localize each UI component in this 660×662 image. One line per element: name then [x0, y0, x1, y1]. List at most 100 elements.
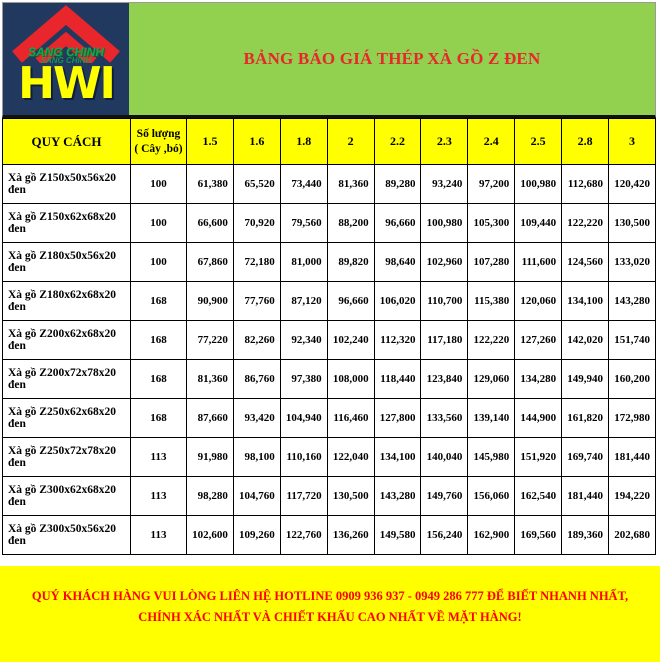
- price-cell: 98,280: [186, 476, 234, 516]
- price-cell: 111,600: [514, 242, 563, 282]
- quantity-cell: 100: [130, 203, 187, 243]
- length-header-1.8: 1.8: [279, 118, 328, 165]
- length-header-1.6: 1.6: [232, 118, 281, 165]
- product-name-cell: Xà gồ Z180x62x68x20 đen: [2, 281, 131, 321]
- length-header-2.5: 2.5: [514, 118, 563, 165]
- price-cell: 149,760: [420, 476, 469, 516]
- price-cell: 134,100: [561, 281, 610, 321]
- table-row: Xà gồ Z180x50x56x20 đen 100 67,860 72,180 81…: [2, 242, 656, 282]
- price-cell: 130,500: [608, 203, 656, 243]
- price-cell: 97,380: [279, 359, 328, 399]
- price-cell: 122,220: [467, 320, 516, 360]
- price-table: QUY CÁCH Số lượng ( Cây ,bó) 1.5 1.6 1.8 2 2…: [2, 118, 656, 555]
- price-cell: 96,660: [373, 203, 422, 243]
- price-cell: 149,580: [373, 515, 422, 555]
- table-row: Xà gồ Z200x72x78x20 đen 168 81,360 86,760 97…: [2, 359, 656, 399]
- price-cell: 189,360: [561, 515, 610, 555]
- quantity-cell: 113: [130, 476, 187, 516]
- price-cell: 79,560: [279, 203, 328, 243]
- length-header-1.5: 1.5: [186, 118, 234, 165]
- hotline-notice: QUÝ KHÁCH HÀNG VUI LÒNG LIÊN HỆ HOTLINE …: [31, 589, 629, 624]
- table-row: Xà gồ Z300x50x56x20 đen 113 102,600 109,260…: [2, 515, 656, 555]
- price-cell: 151,740: [608, 320, 656, 360]
- price-cell: 127,260: [514, 320, 563, 360]
- product-name-cell: Xà gồ Z250x62x68x20 đen: [2, 398, 131, 438]
- header-band: SANG CHINH SANG CHINH HWI BẢNG BÁO GIÁ T…: [2, 2, 656, 118]
- product-name-cell: Xà gồ Z150x50x56x20 đen: [2, 164, 131, 204]
- price-cell: 139,140: [467, 398, 516, 438]
- brand-name-text: SANG CHINH: [27, 45, 104, 59]
- table-row: Xà gồ Z250x62x68x20 đen 168 87,660 93,420 10…: [2, 398, 656, 438]
- quantity-cell: 100: [130, 164, 187, 204]
- quantity-cell: 113: [130, 437, 187, 477]
- column-header-quy-cach: QUY CÁCH: [2, 118, 131, 165]
- table-row: Xà gồ Z150x50x56x20 đen 100 61,380 65,520 73…: [2, 164, 656, 204]
- price-cell: 98,640: [373, 242, 422, 282]
- table-row: Xà gồ Z250x72x78x20 đen 113 91,980 98,100 11…: [2, 437, 656, 477]
- price-cell: 70,920: [232, 203, 281, 243]
- price-cell: 134,280: [514, 359, 563, 399]
- price-cell: 181,440: [561, 476, 610, 516]
- company-logo: SANG CHINH SANG CHINH HWI: [3, 3, 129, 115]
- price-cell: 89,280: [373, 164, 422, 204]
- product-name-cell: Xà gồ Z250x72x78x20 đen: [2, 437, 131, 477]
- price-cell: 96,660: [326, 281, 375, 321]
- price-cell: 65,520: [232, 164, 281, 204]
- table-row: Xà gồ Z180x62x68x20 đen 168 90,900 77,760 87…: [2, 281, 656, 321]
- price-cell: 122,220: [561, 203, 610, 243]
- price-cell: 102,600: [186, 515, 234, 555]
- price-cell: 181,440: [608, 437, 656, 477]
- quantity-cell: 168: [130, 320, 187, 360]
- price-cell: 98,100: [232, 437, 281, 477]
- price-cell: 102,960: [420, 242, 469, 282]
- price-cell: 67,860: [186, 242, 234, 282]
- price-cell: 81,360: [326, 164, 375, 204]
- price-cell: 144,900: [514, 398, 563, 438]
- price-cell: 120,420: [608, 164, 656, 204]
- brand-initials: HWI: [18, 58, 116, 109]
- price-cell: 97,200: [467, 164, 516, 204]
- roof-icon: [12, 5, 120, 63]
- table-header-row: QUY CÁCH Số lượng ( Cây ,bó) 1.5 1.6 1.8 2 2…: [2, 118, 656, 165]
- price-cell: 91,980: [186, 437, 234, 477]
- price-cell: 117,180: [420, 320, 469, 360]
- price-cell: 145,980: [467, 437, 516, 477]
- price-cell: 161,820: [561, 398, 610, 438]
- footer-banner: QUÝ KHÁCH HÀNG VUI LÒNG LIÊN HỆ HOTLINE …: [0, 566, 660, 662]
- price-cell: 77,220: [186, 320, 234, 360]
- price-cell: 61,380: [186, 164, 234, 204]
- product-name-cell: Xà gồ Z300x50x56x20 đen: [2, 515, 131, 555]
- price-cell: 89,820: [326, 242, 375, 282]
- price-cell: 72,180: [232, 242, 281, 282]
- price-cell: 136,260: [326, 515, 375, 555]
- price-cell: 112,320: [373, 320, 422, 360]
- price-cell: 202,680: [608, 515, 656, 555]
- price-cell: 149,940: [561, 359, 610, 399]
- price-cell: 133,560: [420, 398, 469, 438]
- price-cell: 109,260: [232, 515, 281, 555]
- quantity-cell: 168: [130, 398, 187, 438]
- price-cell: 172,980: [608, 398, 656, 438]
- price-cell: 122,760: [279, 515, 328, 555]
- price-cell: 90,900: [186, 281, 234, 321]
- table-row: Xà gồ Z200x62x68x20 đen 168 77,220 82,260 92…: [2, 320, 656, 360]
- price-cell: 93,240: [420, 164, 469, 204]
- product-name-cell: Xà gồ Z150x62x68x20 đen: [2, 203, 131, 243]
- price-cell: 108,000: [326, 359, 375, 399]
- price-cell: 142,020: [561, 320, 610, 360]
- price-cell: 120,060: [514, 281, 563, 321]
- price-cell: 107,280: [467, 242, 516, 282]
- quantity-cell: 168: [130, 359, 187, 399]
- price-cell: 123,840: [420, 359, 469, 399]
- price-cell: 82,260: [232, 320, 281, 360]
- price-cell: 117,720: [279, 476, 328, 516]
- price-cell: 122,040: [326, 437, 375, 477]
- product-name-cell: Xà gồ Z200x62x68x20 đen: [2, 320, 131, 360]
- price-cell: 143,280: [373, 476, 422, 516]
- price-cell: 194,220: [608, 476, 656, 516]
- price-cell: 92,340: [279, 320, 328, 360]
- price-cell: 127,800: [373, 398, 422, 438]
- price-cell: 100,980: [514, 164, 563, 204]
- quantity-cell: 168: [130, 281, 187, 321]
- length-header-2.2: 2.2: [373, 118, 422, 165]
